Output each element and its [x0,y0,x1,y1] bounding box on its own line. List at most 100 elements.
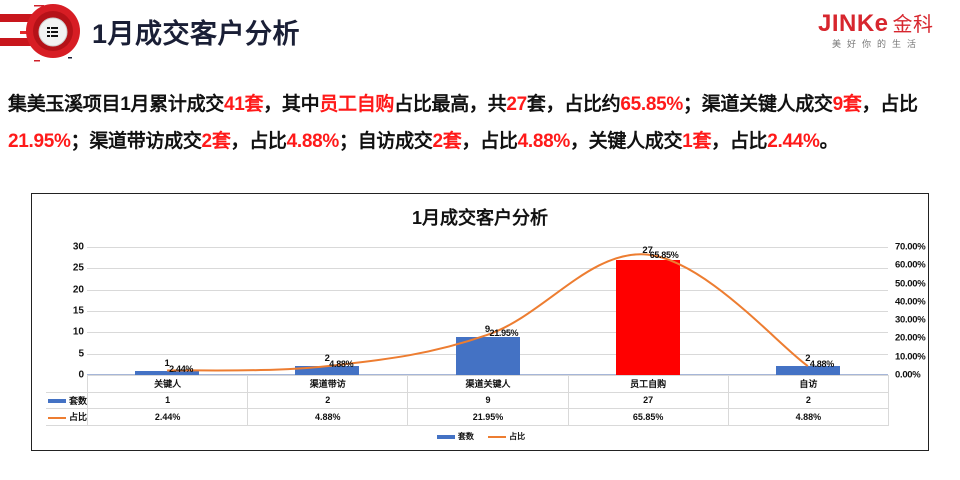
y-tick-label: 15 [72,305,84,317]
y-tick-label: 0 [78,369,84,381]
bar-value-label: 2 [324,353,330,365]
chart-container: 1月成交客户分析 30 25 20 15 10 5 0 70.00% 60.00% 50.00%… [31,193,929,451]
y-tick-label: 25 [72,262,84,274]
row-header [46,375,88,393]
line-value-label: 21.95% [489,327,519,338]
summary-segment: 占比最高，共 [394,94,507,115]
gridline [87,247,888,248]
bar-key-icon [436,434,455,439]
ratio-row: 占比 2.44% 4.88% 21.95% 65.85% 4.88% [46,408,889,426]
summary-segment: ，占比 [861,94,918,115]
summary-text: 集美玉溪项目1月累计成交41套，其中员工自购占比最高，共27套，占比约65.85… [8,86,948,160]
bar-value-label: 9 [484,323,491,335]
legend-item-ratio[interactable]: 占比 [486,431,525,442]
table-cell: 9 [407,391,569,409]
row-header: 套数 [46,392,89,409]
table-cell: 2 [727,391,889,409]
chart-title: 1月成交客户分析 [411,208,548,228]
bar-key-icon [48,399,66,404]
table-cell: 21.95% [407,408,569,426]
summary-segment: ，关键人成交 [569,131,683,152]
y2-tick-label: 0.00% [895,369,921,381]
gridline [87,268,888,270]
table-cell: 1 [87,391,249,409]
y-tick-label: 20 [72,284,84,296]
y-tick-label: 10 [72,326,84,338]
summary-segment: ，占比 [230,131,287,152]
summary-segment: ，占比 [461,131,518,152]
page-title: 1月成交客户分析 [92,19,301,49]
summary-segment: ；自访成交 [339,131,433,152]
brand-logo: JINKe 金科 美好你的生活 [818,8,948,53]
list-icon[interactable] [47,27,59,37]
table-cell: 渠道关键人 [407,375,569,393]
table-cell: 4.88% [247,408,409,426]
ratio-line-series[interactable] [87,247,888,375]
bar-渠道关键人[interactable] [455,336,520,375]
bar-渠道带访[interactable] [295,366,360,375]
line-value-label: 2.44% [169,363,194,374]
highlight-text: 2套 [432,131,462,152]
table-cell: 2.44% [87,408,249,426]
bar-关键人[interactable] [135,370,200,375]
bar-value-label: 1 [164,357,170,369]
row-header: 占比 [46,408,89,426]
bar-自访[interactable] [775,366,840,375]
chart-data-table: 关键人 渠道带访 渠道关键人 员工自购 自访 套数 1 2 9 27 2 占比 2.44% 4.88% 21… [46,375,889,426]
bar-员工自购[interactable] [615,259,680,375]
highlight-text: 2套 [201,131,231,152]
table-cell: 关键人 [87,375,249,393]
logo-tagline: 美好你的生活 [832,39,923,49]
y2-tick-label: 60.00% [895,259,926,271]
y2-tick-label: 40.00% [895,296,926,308]
table-cell: 4.88% [727,408,889,426]
category-row: 关键人 渠道带访 渠道关键人 员工自购 自访 [46,375,889,393]
y2-tick-label: 30.00% [895,314,926,326]
summary-segment: 集美玉溪项目1月累计成交 [8,94,224,115]
table-cell: 渠道带访 [247,375,409,393]
highlight-text: 9套 [832,94,862,115]
chart-legend: 套数 占比 [32,431,928,442]
y-tick-label: 5 [78,348,84,360]
summary-segment: 。 [819,131,839,152]
legend-item-count[interactable]: 套数 [435,431,474,442]
table-cell: 27 [567,391,729,409]
y2-tick-label: 50.00% [895,278,926,290]
gridline [87,311,888,312]
line-key-icon [48,416,66,419]
bar-value-label: 27 [642,244,653,256]
table-cell: 自访 [727,375,889,393]
summary-segment: ；渠道带访成交 [70,131,202,152]
header-decoration [0,4,80,62]
y2-tick-label: 20.00% [895,332,926,344]
summary-segment: ；渠道关键人成交 [683,94,833,115]
logo-cn: 金科 [892,14,934,36]
table-cell: 65.85% [567,408,729,426]
highlight-text: 1套 [682,131,712,152]
highlight-text: 员工自购 [319,94,395,115]
line-value-label: 4.88% [329,359,354,370]
highlight-text: 4.88% [286,131,340,152]
y2-tick-label: 10.00% [895,351,926,363]
summary-segment: ，占比 [711,131,768,152]
count-row: 套数 1 2 9 27 2 [46,391,889,409]
highlight-text: 27 [506,94,527,115]
summary-segment: ，其中 [263,94,320,115]
highlight-text: 41套 [223,94,264,115]
table-cell: 员工自购 [567,375,729,393]
line-value-label: 65.85% [649,249,679,260]
line-key-icon [488,435,507,438]
line-value-label: 4.88% [809,359,834,370]
y-tick-label: 30 [72,241,84,253]
plot-area: 1 2 9 27 2 2.44% 4.88% 21.95% 65.85% 4.88% [87,244,888,375]
highlight-text: 21.95% [8,131,71,152]
gridline [87,332,888,334]
highlight-text: 2.44% [767,131,820,152]
highlight-text: 4.88% [517,131,571,152]
y2-tick-label: 70.00% [895,241,926,253]
logo-en: JINKe [818,10,889,37]
gridline [87,289,888,291]
highlight-text: 65.85% [620,94,684,115]
bar-value-label: 2 [805,353,811,365]
summary-segment: 套，占比约 [526,94,621,115]
